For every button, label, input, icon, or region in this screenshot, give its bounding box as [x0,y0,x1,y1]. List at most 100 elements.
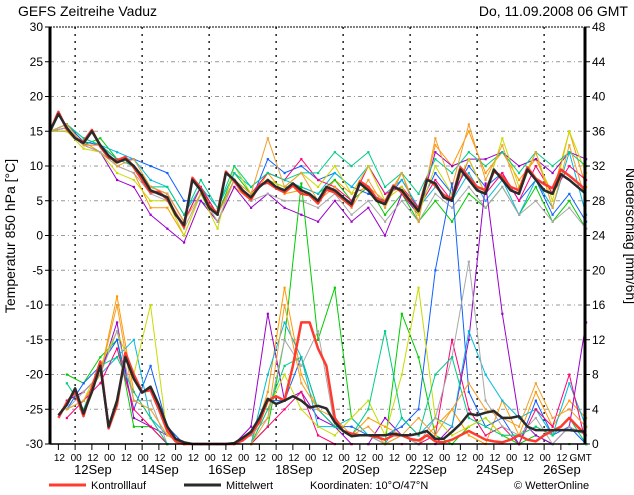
temperature-member-line-point [467,185,470,189]
precipitation-member-line-point [400,416,403,420]
temperature-member-line-point [199,178,202,182]
y-tick-label: 5 [36,194,43,208]
precipitation-member-line-point [333,434,336,437]
x-tick-label: 12 [87,453,99,464]
temperature-member-line-point [266,171,269,175]
temperature-member-line-point [317,178,320,182]
precipitation-member-line-point [451,356,454,359]
temperature-member-line-point [467,158,470,161]
precipitation-member-line-point [400,373,403,376]
precipitation-member-line-point [434,425,437,428]
precipitation-member-line-point [116,295,119,298]
precipitation-member-line-point [65,382,68,385]
x-unit-label: GMT [570,453,592,464]
precipitation-member-line-point [300,382,303,385]
y-tick-label: 0 [36,229,43,243]
temperature-member-line-point [400,199,403,202]
temperature-member-line-point [216,220,219,223]
precipitation-member-line-point [350,416,353,420]
y-tick-label: 20 [30,90,44,104]
temperature-member-line-point [434,165,437,168]
temperature-member-line-point [568,151,571,154]
temperature-member-line-point [551,165,554,168]
temperature-member-line-point [501,185,504,189]
precipitation-member-line [66,182,586,445]
x-tick-label: 00 [272,453,284,464]
precipitation-member-line-point [116,338,119,341]
x-tick-label: 00 [439,453,451,464]
temperature-member-line-point [384,206,387,209]
temperature-member-line-point [434,151,437,154]
x-tick-label: 12 [489,453,501,464]
day-label: 16Sep [208,462,246,477]
temperature-member-line-point [149,199,152,202]
temperature-member-line-point [568,165,571,168]
precipitation-member-line-point [82,390,85,394]
x-tick-label: 12 [322,453,334,464]
precipitation-member-line-point [400,425,403,428]
temperature-member-line-point [166,171,169,175]
temperature-member-line-point [367,206,370,209]
x-tick-label: 12 [422,453,434,464]
temperature-member-line-point [233,171,236,175]
temperature-member-line-point [183,199,186,202]
precipitation-member-line-point [467,382,470,385]
temperature-member-line-point [501,144,504,147]
precipitation-member-line-point [384,330,387,333]
precipitation-member-line-point [451,434,454,437]
temperature-member-line-point [333,151,336,154]
temperature-member-line-point [434,144,437,147]
temperature-member-line-point [317,206,320,209]
temperature-member-line-point [434,158,437,161]
temperature-member-line-point [367,192,370,195]
precipitation-member-line-point [116,304,119,307]
temperature-member-line-point [183,241,186,244]
y-tick-label: 25 [30,55,44,69]
precipitation-member-line-point [300,373,303,376]
x-tick-label: 00 [205,453,217,464]
temperature-member-line-point [300,165,303,168]
precipitation-member-line-point [266,390,269,394]
x-tick-label: 00 [406,453,418,464]
precipitation-member-line-point [568,425,571,428]
precipitation-member-line-point [534,408,537,411]
y2-tick-label: 4 [592,402,599,416]
temperature-member-line-point [467,130,470,133]
day-label: 26Sep [543,462,581,477]
temperature-member-line-point [518,171,521,175]
precipitation-member-line-point [367,425,370,428]
x-tick-label: 00 [339,453,351,464]
temperature-member-line-point [551,206,554,209]
precipitation-member-line-point [467,390,470,394]
precipitation-member-line-point [132,416,135,420]
temperature-member-line-point [300,158,303,161]
temperature-member-line-point [484,178,487,182]
precipitation-member-line-point [501,434,504,437]
y-tick-label: 15 [30,124,44,138]
x-tick-label: 12 [121,453,133,464]
temperature-member-line-point [132,178,135,182]
precipitation-member-line-point [283,364,286,368]
temperature-member-line-point [417,213,420,216]
y2-tick-label: 28 [592,194,606,208]
precipitation-member-line-point [568,382,571,385]
temperature-member-line-point [116,178,119,182]
precipitation-member-line [66,330,587,445]
temperature-member-line-point [367,178,370,182]
precipitation-member-line-point [367,408,370,411]
x-tick-label: 00 [171,453,183,464]
precipitation-member-line [66,339,587,445]
precipitation-member-line-point [551,425,554,428]
temperature-member-line-point [183,227,186,230]
x-tick-label: 12 [556,453,568,464]
day-label: 14Sep [141,462,179,477]
temperature-member-line-point [149,206,152,209]
precipitation-member-line [66,182,587,445]
temperature-member-line-point [65,130,68,133]
x-tick-label: 12 [523,453,535,464]
temperature-member-line-point [266,158,269,161]
temperature-member-line-point [283,171,286,175]
legend-mean-label: Mittelwert [226,480,273,490]
precipitation-member-line-point [317,338,320,341]
precipitation-member-line-point [534,399,537,402]
